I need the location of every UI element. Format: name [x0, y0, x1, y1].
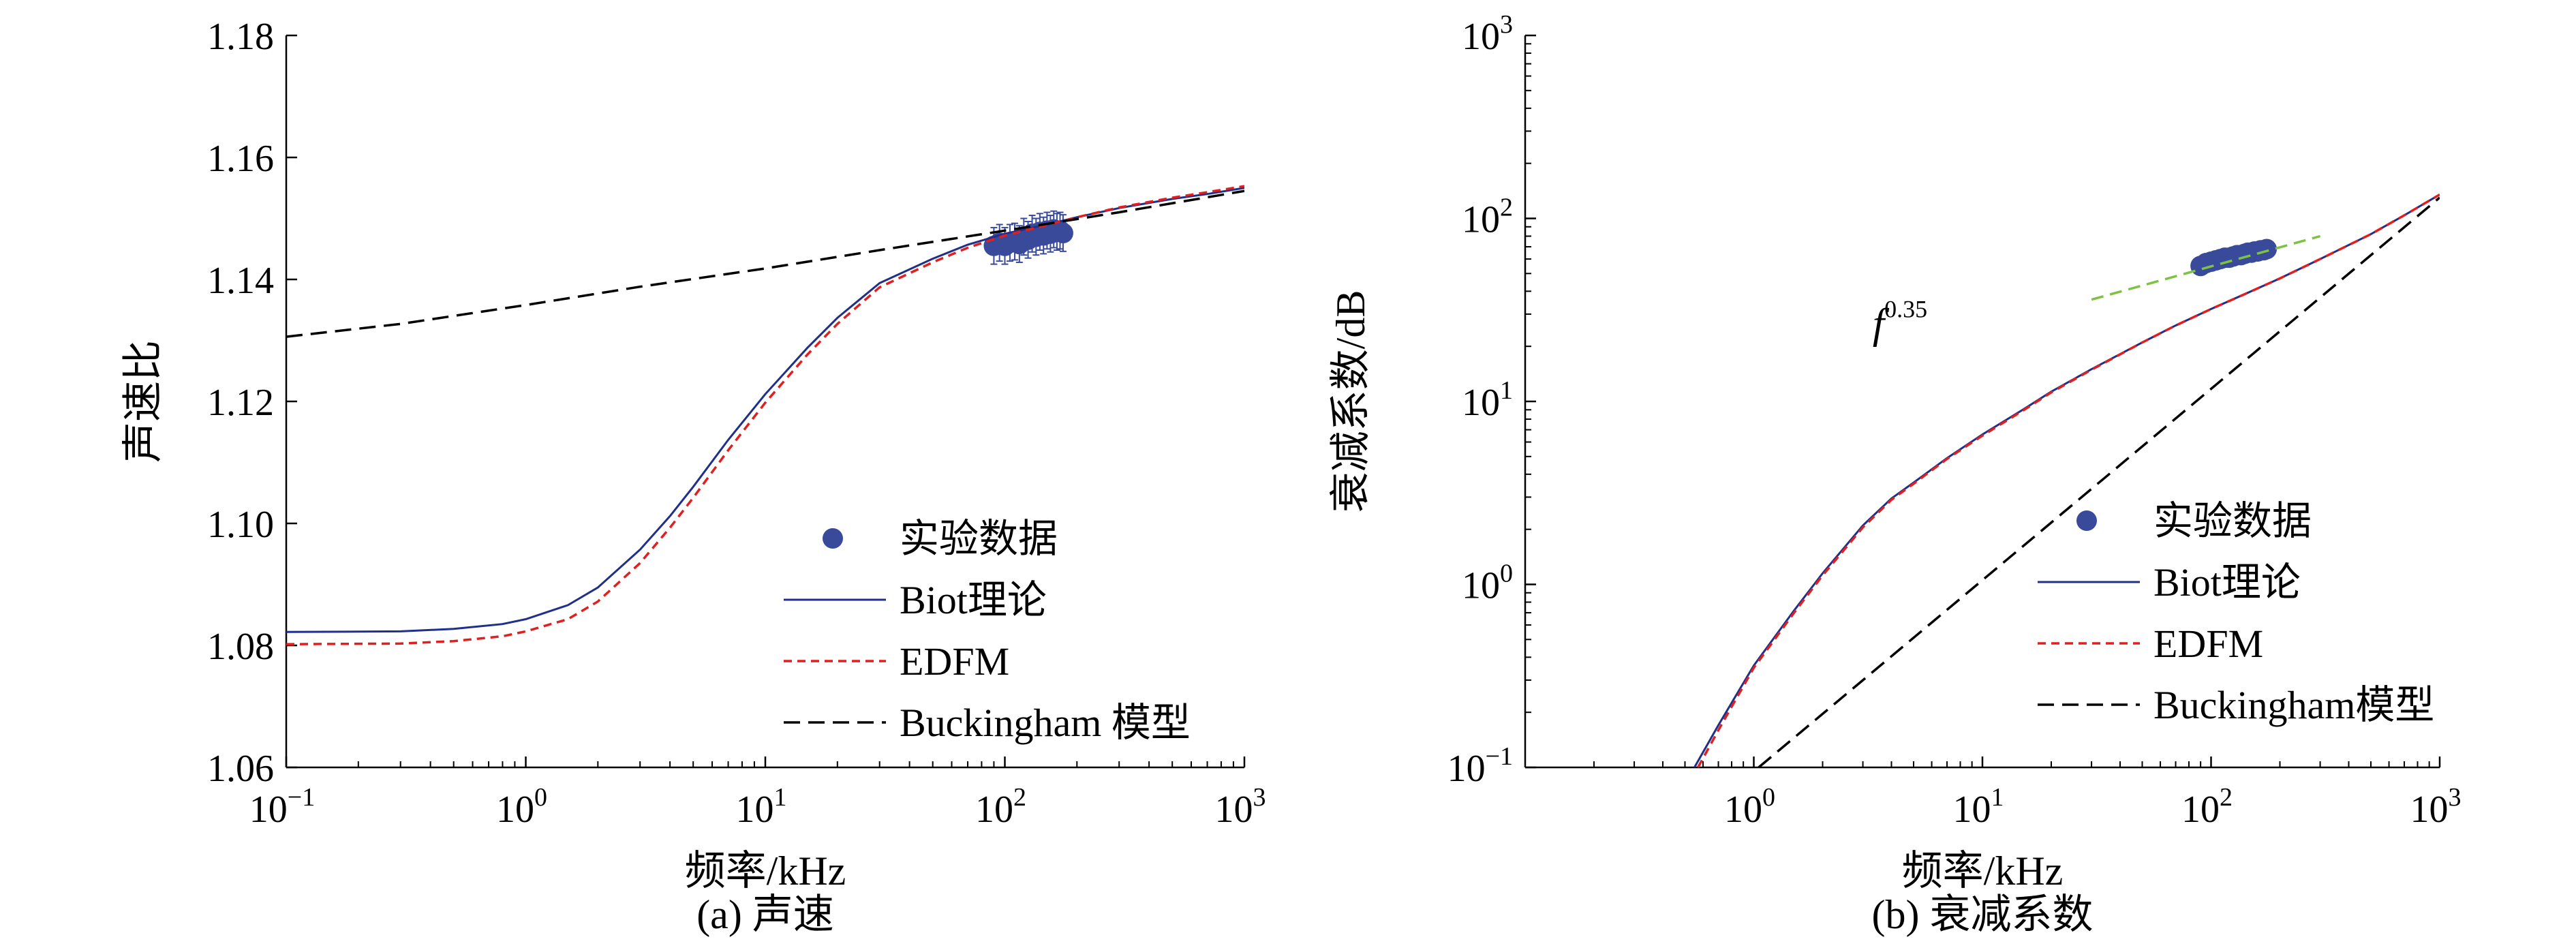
legend-label: EDFM: [900, 639, 1009, 684]
series-line-3: [286, 189, 1244, 338]
series-line-1: [286, 187, 1244, 633]
y-tick-label: 1.06: [207, 748, 274, 790]
legend-item: 实验数据: [2076, 499, 2312, 543]
x-tick-exponent: 1: [1991, 783, 2004, 812]
x-tick-base: 10: [2410, 789, 2449, 831]
legend-label: Buckingham模型: [2153, 683, 2434, 727]
y-tick-label: 101: [1462, 376, 1513, 424]
y-tick-base: 10: [1462, 199, 1500, 241]
y-tick-label: 100: [1462, 560, 1513, 607]
x-tick-label: 103: [2410, 783, 2462, 831]
x-tick-base: 10: [1215, 789, 1253, 831]
x-tick-label: 10−1: [249, 783, 315, 831]
x-axis-label: 频率/kHz: [1902, 848, 2064, 893]
y-tick-base: 10: [1462, 16, 1500, 58]
series-line-3: [1758, 196, 2440, 767]
legend-item: EDFM: [2038, 622, 2263, 666]
x-tick-exponent: −1: [288, 783, 315, 812]
legend-label: Biot理论: [2153, 560, 2301, 605]
x-tick-exponent: 0: [1762, 783, 1775, 812]
legend-item: Biot理论: [2038, 560, 2301, 605]
y-tick-label: 10−1: [1447, 742, 1513, 790]
x-tick-exponent: 3: [2449, 783, 2462, 812]
y-tick-label: 1.10: [207, 504, 274, 546]
y-tick-exponent: −1: [1486, 742, 1513, 771]
legend-marker: [823, 528, 843, 549]
legend-item: Buckingham模型: [2038, 683, 2434, 727]
x-tick-base: 10: [975, 789, 1013, 831]
series-line-1: [1693, 194, 2440, 767]
y-tick-exponent: 3: [1500, 10, 1513, 39]
legend-item: Biot理论: [784, 578, 1047, 622]
chart-panel-a: 10−1 100 101 102 1031.061.081.101.121.141.16…: [121, 16, 1266, 937]
y-tick-label: 102: [1462, 194, 1513, 241]
y-tick-exponent: 2: [1500, 194, 1513, 222]
y-tick-label: 103: [1462, 10, 1513, 58]
legend-item: 实验数据: [823, 517, 1058, 561]
x-tick-exponent: 2: [2220, 783, 2233, 812]
legend-item: Buckingham 模型: [784, 701, 1191, 745]
legend-label: 实验数据: [2153, 499, 2312, 543]
y-tick-label: 1.14: [207, 260, 274, 302]
x-axis-label: 频率/kHz: [685, 848, 846, 893]
x-tick-label: 102: [2181, 783, 2233, 831]
panel-caption: (b) 衰减系数: [1872, 892, 2094, 937]
y-tick-label: 1.18: [207, 16, 274, 58]
x-tick-label: 100: [496, 783, 547, 831]
x-tick-base: 10: [736, 789, 774, 831]
legend-label: EDFM: [2153, 622, 2263, 666]
chart-panel-b: 100 101 102 10310−1100101102103频率/kHz衰减系数/d…: [1328, 10, 2462, 937]
series-line-2: [1697, 193, 2440, 767]
annotation-power-law: f0.35: [1873, 295, 1927, 347]
y-tick-exponent: 0: [1500, 560, 1513, 588]
annotation-exponent: 0.35: [1884, 295, 1927, 322]
y-tick-exponent: 1: [1500, 376, 1513, 405]
plot-area: [286, 185, 1244, 645]
x-tick-base: 10: [1953, 789, 1991, 831]
x-tick-exponent: 2: [1013, 783, 1026, 812]
x-tick-base: 10: [2181, 789, 2220, 831]
legend-label: Buckingham 模型: [900, 701, 1191, 745]
y-tick-base: 10: [1462, 565, 1500, 607]
y-tick-base: 10: [1447, 748, 1486, 790]
panel-caption: (a) 声速: [696, 892, 834, 937]
x-tick-base: 10: [249, 789, 288, 831]
data-point: [2256, 239, 2278, 260]
x-tick-label: 102: [975, 783, 1026, 831]
plot-area: [1693, 193, 2440, 767]
data-point: [1052, 222, 1073, 243]
x-tick-exponent: 3: [1253, 783, 1266, 812]
x-tick-label: 100: [1724, 783, 1775, 831]
x-tick-label: 101: [1953, 783, 2004, 831]
x-tick-exponent: 0: [534, 783, 547, 812]
y-tick-base: 10: [1462, 382, 1500, 424]
y-tick-label: 1.12: [207, 382, 274, 424]
legend-marker: [2076, 510, 2097, 531]
legend-label: Biot理论: [900, 578, 1047, 622]
x-tick-label: 103: [1215, 783, 1266, 831]
y-axis-label: 衰减系数/dB: [1328, 290, 1373, 513]
y-axis-label: 声速比: [121, 340, 166, 463]
series-line-4: [2091, 234, 2321, 301]
legend-label: 实验数据: [900, 517, 1058, 561]
x-tick-base: 10: [496, 789, 534, 831]
legend-item: EDFM: [784, 639, 1009, 684]
y-tick-label: 1.16: [207, 138, 274, 180]
x-tick-label: 101: [736, 783, 787, 831]
y-tick-label: 1.08: [207, 626, 274, 668]
series-line-2: [286, 185, 1244, 645]
x-tick-exponent: 1: [774, 783, 787, 812]
x-tick-base: 10: [1724, 789, 1762, 831]
